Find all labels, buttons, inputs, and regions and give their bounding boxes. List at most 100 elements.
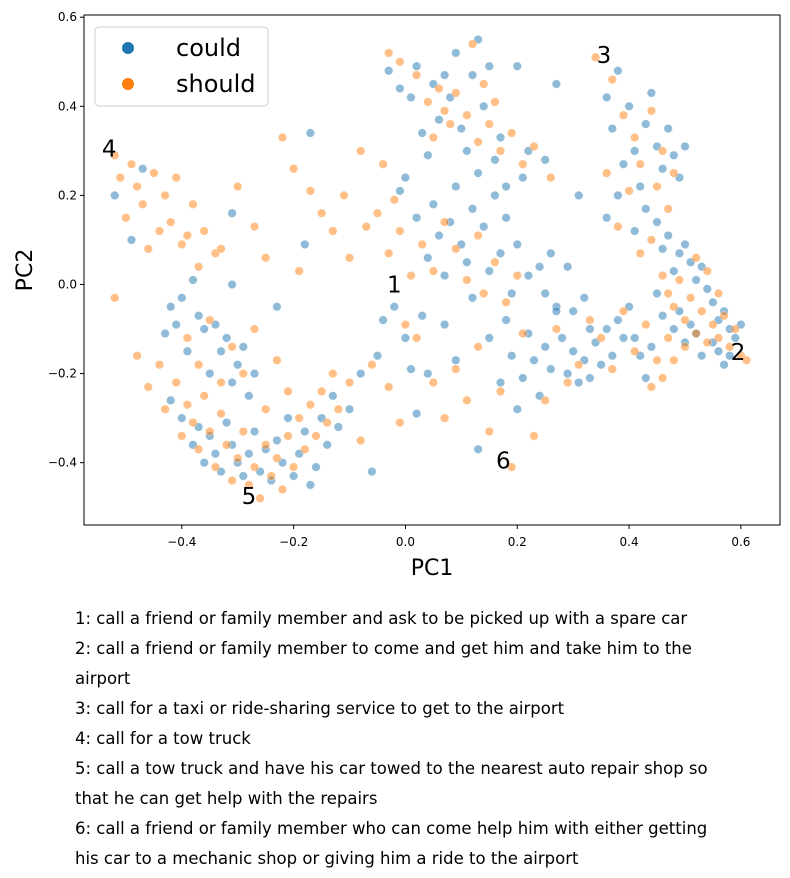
- data-point-could: [641, 119, 651, 129]
- data-point-should: [199, 391, 209, 401]
- data-point-should: [624, 186, 634, 196]
- data-point-should: [669, 302, 679, 312]
- x-tick-label: 0.0: [396, 535, 415, 549]
- data-point-could: [630, 226, 640, 236]
- data-point-could: [406, 92, 416, 102]
- data-point-could: [602, 324, 612, 334]
- data-point-should: [289, 462, 299, 472]
- data-point-could: [434, 115, 444, 125]
- data-point-should: [384, 48, 394, 58]
- legend-frame: [94, 26, 269, 107]
- data-point-should: [428, 132, 439, 143]
- data-point-should: [171, 377, 181, 388]
- data-point-could: [540, 288, 550, 299]
- data-point-should: [227, 475, 237, 486]
- data-point-could: [501, 315, 511, 325]
- data-point-should: [440, 106, 450, 116]
- data-point-could: [462, 257, 472, 267]
- data-point-could: [423, 369, 433, 379]
- data-point-should: [227, 342, 237, 352]
- data-point-should: [400, 320, 411, 330]
- data-point-should: [490, 97, 500, 107]
- data-point-could: [412, 409, 422, 419]
- data-point-should: [657, 146, 668, 156]
- data-point-could: [641, 373, 651, 383]
- data-point-should: [272, 453, 282, 463]
- data-point-should: [294, 413, 304, 423]
- data-point-should: [177, 239, 187, 249]
- data-point-should: [395, 418, 405, 428]
- data-point-should: [372, 208, 383, 218]
- data-point-could: [501, 181, 511, 192]
- data-point-could: [406, 364, 416, 374]
- data-point-should: [238, 369, 248, 379]
- data-point-should: [652, 355, 662, 365]
- legend-label-could: could: [176, 34, 241, 62]
- data-point-could: [227, 208, 237, 218]
- data-point-should: [680, 342, 690, 352]
- data-point-should: [495, 146, 506, 156]
- scatter-chart: −0.4 −0.2 0.0 0.2 0.4 0.6 −0.4 −0.2 0.0 0.2 0.4 0.…: [13, 10, 781, 581]
- data-point-could: [412, 61, 422, 71]
- data-point-should: [143, 244, 153, 254]
- data-point-should: [115, 173, 125, 183]
- data-point-could: [646, 88, 657, 98]
- data-point-should: [428, 266, 439, 276]
- data-point-should: [635, 159, 645, 169]
- y-tick-label: −0.4: [48, 456, 77, 470]
- data-point-should: [154, 360, 165, 370]
- data-point-could: [641, 204, 651, 214]
- data-point-should: [188, 418, 198, 428]
- data-point-should: [641, 320, 651, 330]
- data-point-should: [182, 400, 192, 410]
- data-point-should: [406, 271, 416, 281]
- data-point-should: [657, 373, 668, 383]
- y-tick-label: 0.0: [58, 277, 77, 291]
- data-point-could: [495, 377, 506, 388]
- data-point-could: [551, 306, 562, 316]
- data-point-could: [523, 271, 534, 281]
- data-point-could: [238, 342, 248, 352]
- x-tick-label: −0.4: [167, 535, 196, 549]
- data-point-could: [702, 284, 712, 294]
- data-point-should: [490, 257, 500, 267]
- data-point-should: [277, 132, 288, 143]
- x-tick-label: 0.6: [731, 535, 750, 549]
- data-point-should: [529, 141, 539, 151]
- data-point-could: [417, 128, 427, 138]
- data-point-should: [434, 83, 444, 94]
- data-point-could: [708, 297, 718, 307]
- data-point-should: [551, 324, 562, 334]
- data-point-should: [395, 226, 405, 236]
- data-point-should: [451, 364, 461, 374]
- data-point-should: [484, 119, 494, 129]
- data-point-could: [367, 467, 377, 477]
- data-point-should: [495, 386, 506, 397]
- data-point-could: [574, 190, 584, 200]
- legend-marker-should: [122, 78, 134, 90]
- data-point-should: [138, 199, 148, 209]
- data-point-could: [249, 426, 260, 437]
- data-point-should: [630, 346, 640, 356]
- data-point-should: [630, 132, 640, 143]
- data-point-could: [305, 128, 316, 138]
- data-point-could: [540, 342, 550, 352]
- legend-marker-could: [122, 42, 134, 54]
- data-point-could: [534, 262, 545, 272]
- data-point-should: [417, 239, 427, 249]
- data-point-could: [440, 70, 450, 80]
- data-point-should: [110, 150, 120, 160]
- data-point-should: [233, 453, 243, 463]
- data-point-should: [199, 226, 209, 236]
- data-point-could: [618, 159, 629, 169]
- data-point-should: [378, 159, 388, 169]
- data-point-could: [440, 320, 450, 330]
- data-point-should: [344, 377, 355, 388]
- data-point-could: [311, 462, 321, 472]
- y-tick-label: −0.2: [48, 367, 77, 381]
- data-point-could: [624, 101, 634, 111]
- data-point-could: [501, 213, 511, 223]
- data-point-could: [652, 217, 662, 227]
- y-tick-label: 0.4: [58, 99, 77, 113]
- data-point-should: [121, 213, 131, 223]
